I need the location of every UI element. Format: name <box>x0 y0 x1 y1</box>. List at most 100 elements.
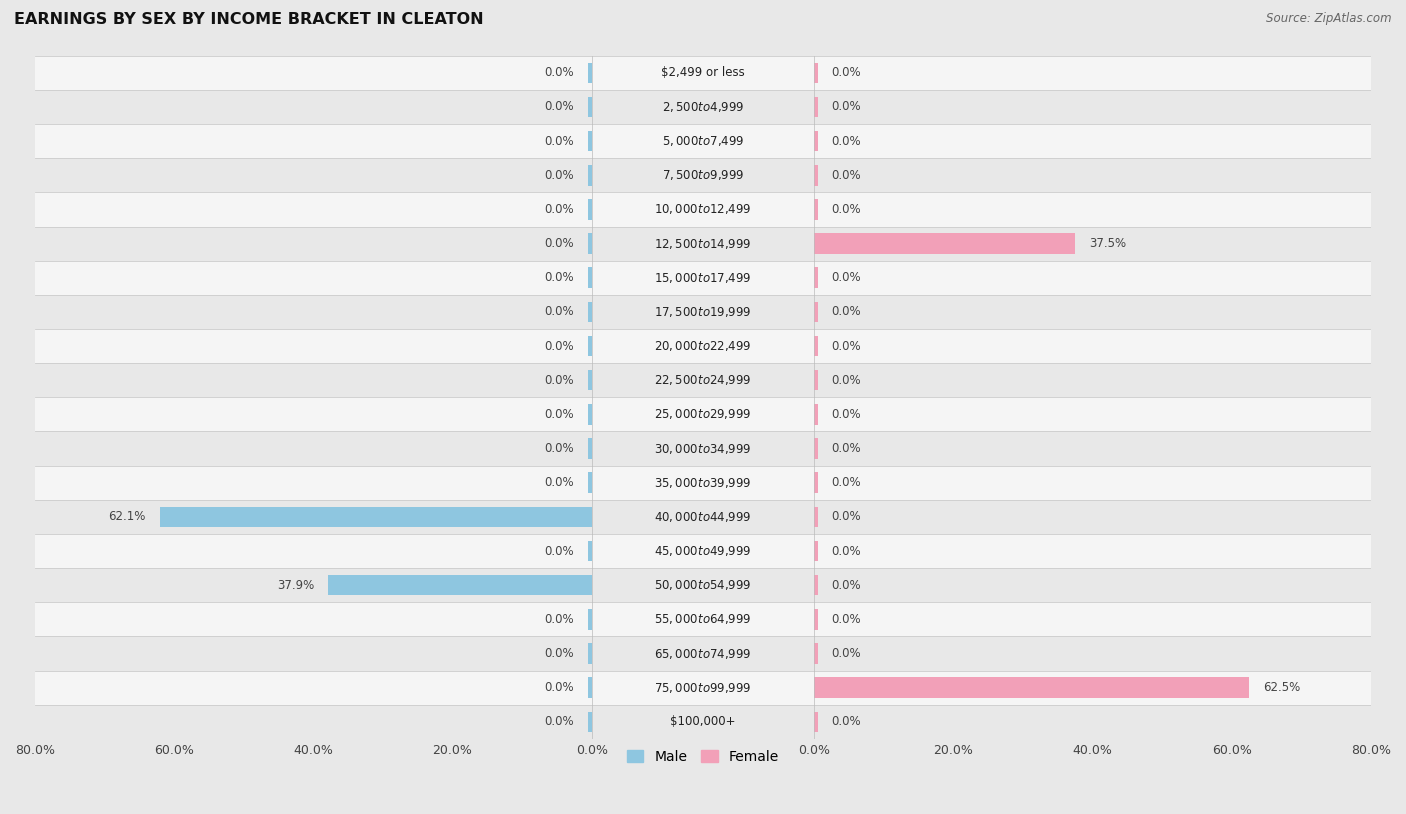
Text: 0.0%: 0.0% <box>832 545 862 558</box>
Bar <box>588 438 592 459</box>
Text: $30,000 to $34,999: $30,000 to $34,999 <box>654 441 752 456</box>
Text: $40,000 to $44,999: $40,000 to $44,999 <box>654 510 752 524</box>
Bar <box>35 500 1371 534</box>
Text: 0.0%: 0.0% <box>544 203 574 216</box>
Bar <box>35 466 1371 500</box>
Bar <box>814 711 818 732</box>
Bar <box>35 192 1371 226</box>
Text: $2,499 or less: $2,499 or less <box>661 66 745 79</box>
Text: $17,500 to $19,999: $17,500 to $19,999 <box>654 305 752 319</box>
Bar <box>588 711 592 732</box>
Bar <box>814 199 818 220</box>
Text: 37.9%: 37.9% <box>277 579 314 592</box>
Bar <box>35 671 1371 705</box>
Bar <box>588 370 592 391</box>
Text: $65,000 to $74,999: $65,000 to $74,999 <box>654 646 752 660</box>
Text: 0.0%: 0.0% <box>544 374 574 387</box>
Bar <box>35 363 1371 397</box>
Text: 0.0%: 0.0% <box>544 681 574 694</box>
Text: $20,000 to $22,499: $20,000 to $22,499 <box>654 339 752 353</box>
Bar <box>35 226 1371 260</box>
Bar <box>814 506 818 527</box>
Text: $22,500 to $24,999: $22,500 to $24,999 <box>654 374 752 387</box>
Bar <box>814 370 818 391</box>
Text: 0.0%: 0.0% <box>544 442 574 455</box>
Text: $55,000 to $64,999: $55,000 to $64,999 <box>654 612 752 626</box>
Text: 0.0%: 0.0% <box>544 613 574 626</box>
Bar <box>35 158 1371 192</box>
Text: $25,000 to $29,999: $25,000 to $29,999 <box>654 407 752 422</box>
Text: $10,000 to $12,499: $10,000 to $12,499 <box>654 203 752 217</box>
Text: 0.0%: 0.0% <box>832 271 862 284</box>
Bar <box>814 609 818 629</box>
Bar <box>35 431 1371 466</box>
Bar <box>814 97 818 117</box>
Bar <box>588 97 592 117</box>
Text: $75,000 to $99,999: $75,000 to $99,999 <box>654 681 752 694</box>
Text: $100,000+: $100,000+ <box>671 716 735 729</box>
Text: 0.0%: 0.0% <box>832 442 862 455</box>
Text: 0.0%: 0.0% <box>832 716 862 729</box>
Bar <box>588 540 592 562</box>
Bar <box>328 575 592 595</box>
Bar <box>814 336 818 357</box>
Bar <box>35 397 1371 431</box>
Bar <box>814 63 818 83</box>
Text: 0.0%: 0.0% <box>832 647 862 660</box>
Text: 0.0%: 0.0% <box>544 716 574 729</box>
Text: 0.0%: 0.0% <box>832 168 862 182</box>
Text: 0.0%: 0.0% <box>544 408 574 421</box>
Bar <box>814 438 818 459</box>
Bar <box>814 575 818 595</box>
Bar <box>588 609 592 629</box>
Text: 0.0%: 0.0% <box>544 647 574 660</box>
Bar <box>814 131 818 151</box>
Text: EARNINGS BY SEX BY INCOME BRACKET IN CLEATON: EARNINGS BY SEX BY INCOME BRACKET IN CLE… <box>14 12 484 27</box>
Text: $50,000 to $54,999: $50,000 to $54,999 <box>654 578 752 593</box>
Text: 0.0%: 0.0% <box>832 579 862 592</box>
Text: 0.0%: 0.0% <box>544 476 574 489</box>
Bar <box>35 124 1371 158</box>
Bar <box>588 336 592 357</box>
Bar <box>35 705 1371 739</box>
Text: 0.0%: 0.0% <box>544 305 574 318</box>
Text: $45,000 to $49,999: $45,000 to $49,999 <box>654 544 752 558</box>
Bar <box>35 295 1371 329</box>
Bar <box>35 602 1371 637</box>
Bar <box>814 643 818 663</box>
Bar <box>814 268 818 288</box>
Text: $15,000 to $17,499: $15,000 to $17,499 <box>654 271 752 285</box>
Text: 62.1%: 62.1% <box>108 510 146 523</box>
Bar <box>814 302 818 322</box>
Bar <box>588 472 592 493</box>
Bar <box>814 234 1076 254</box>
Bar <box>814 677 1249 698</box>
Bar <box>588 268 592 288</box>
Bar <box>588 677 592 698</box>
Bar <box>35 637 1371 671</box>
Text: $2,500 to $4,999: $2,500 to $4,999 <box>662 100 744 114</box>
Bar <box>588 643 592 663</box>
Legend: Male, Female: Male, Female <box>621 745 785 769</box>
Text: 0.0%: 0.0% <box>832 339 862 352</box>
Bar <box>588 234 592 254</box>
Text: $12,500 to $14,999: $12,500 to $14,999 <box>654 237 752 251</box>
Text: $5,000 to $7,499: $5,000 to $7,499 <box>662 134 744 148</box>
Bar <box>35 534 1371 568</box>
Bar <box>814 404 818 425</box>
Text: Source: ZipAtlas.com: Source: ZipAtlas.com <box>1267 12 1392 25</box>
Bar <box>35 568 1371 602</box>
Text: $35,000 to $39,999: $35,000 to $39,999 <box>654 475 752 490</box>
Bar <box>814 472 818 493</box>
Bar <box>35 329 1371 363</box>
Text: 0.0%: 0.0% <box>544 545 574 558</box>
Text: 0.0%: 0.0% <box>832 510 862 523</box>
Bar <box>588 199 592 220</box>
Bar <box>588 404 592 425</box>
Text: 0.0%: 0.0% <box>832 613 862 626</box>
Text: 0.0%: 0.0% <box>832 203 862 216</box>
Text: 0.0%: 0.0% <box>832 66 862 79</box>
Text: 0.0%: 0.0% <box>544 134 574 147</box>
Text: 0.0%: 0.0% <box>832 100 862 113</box>
Text: 62.5%: 62.5% <box>1263 681 1301 694</box>
